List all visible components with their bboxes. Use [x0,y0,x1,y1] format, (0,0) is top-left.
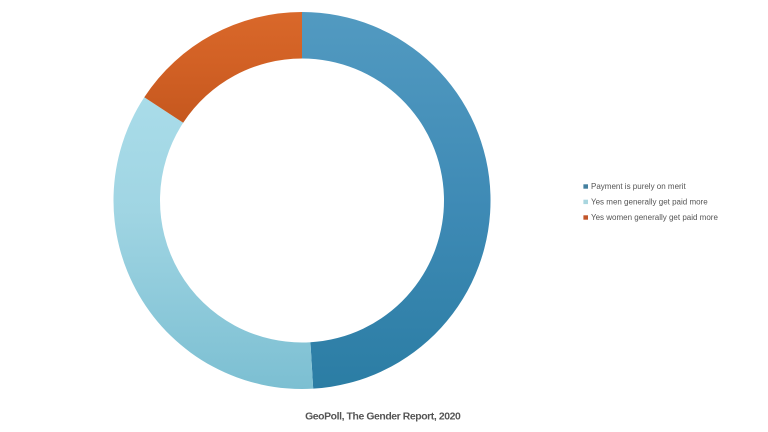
svg-text:Payment is purely on merit: Payment is purely on merit [591,182,686,191]
svg-text:Yes women generally get paid m: Yes women generally get paid more [591,213,718,222]
svg-text:Yes men generally get paid mor: Yes men generally get paid more [591,197,708,206]
svg-text:GeoPoll, The Gender Report, 20: GeoPoll, The Gender Report, 2020 [305,412,461,423]
